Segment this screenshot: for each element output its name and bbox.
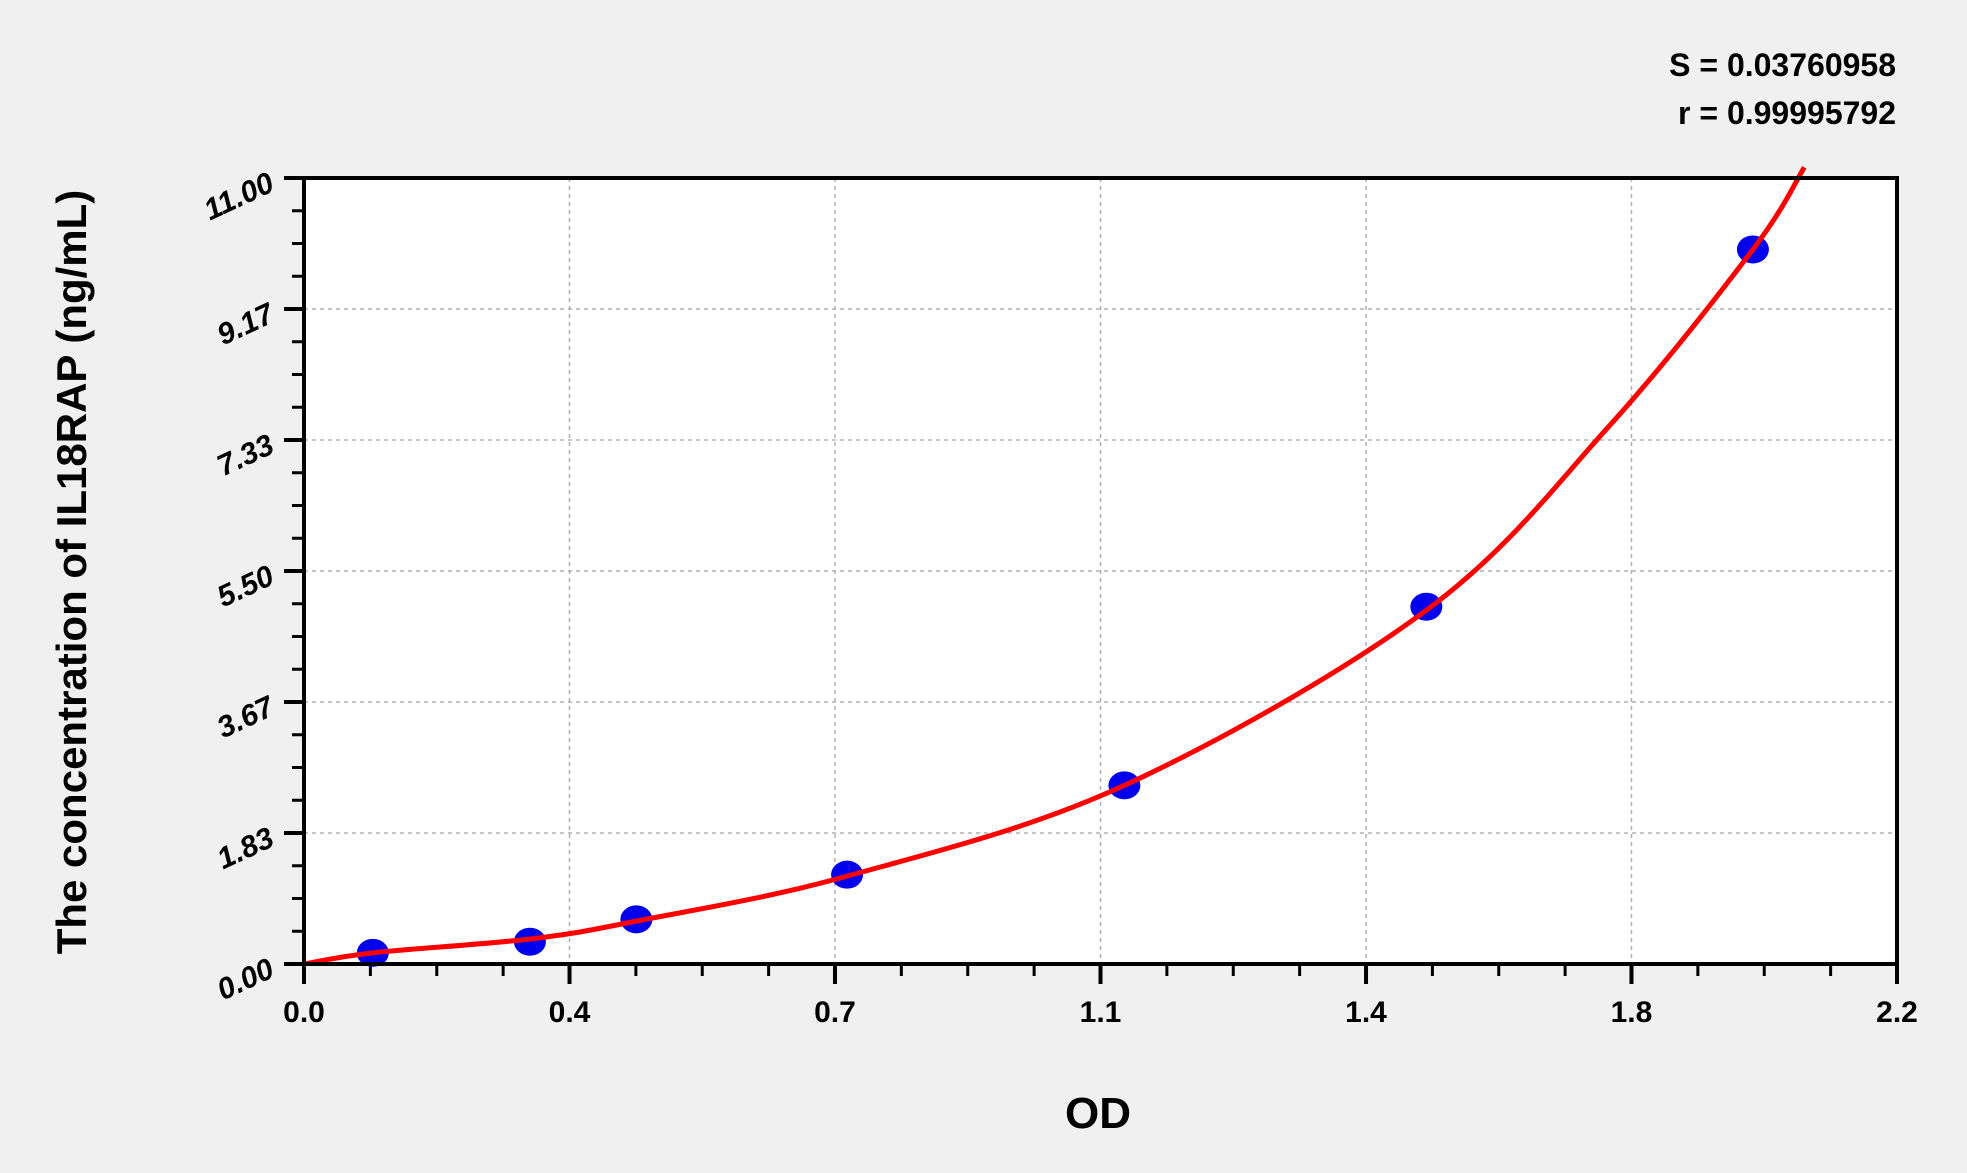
x-tick-label: 0.0 (283, 996, 325, 1029)
x-tick-label: 1.1 (1080, 996, 1122, 1029)
y-tick-label: 1.83 (212, 821, 279, 876)
x-axis-title: OD (1065, 1089, 1131, 1138)
data-marks (303, 165, 1807, 967)
x-tick-label: 0.4 (549, 996, 591, 1029)
y-tick-label: 7.33 (212, 428, 279, 483)
x-tick-label: 2.2 (1876, 996, 1918, 1029)
plot-frame (302, 176, 1899, 966)
y-axis-title: The concentration of IL18RAP (ng/mL) (48, 190, 95, 955)
y-tick-label: 0.00 (212, 952, 279, 1007)
data-point (513, 927, 546, 956)
x-tick-label: 1.8 (1611, 996, 1653, 1029)
y-tick-label: 3.67 (212, 690, 280, 745)
grid (304, 178, 1897, 964)
x-tick-label: 1.4 (1345, 996, 1387, 1029)
y-tick-label: 11.00 (199, 166, 279, 227)
y-tick-label: 9.17 (212, 297, 280, 352)
fit-curve (303, 165, 1807, 967)
x-tick-label: 0.7 (814, 996, 856, 1029)
annotation-s: S = 0.03760958 (1669, 47, 1896, 83)
y-tick-label: 5.50 (212, 559, 279, 614)
annotation-r: r = 0.99995792 (1678, 95, 1896, 131)
